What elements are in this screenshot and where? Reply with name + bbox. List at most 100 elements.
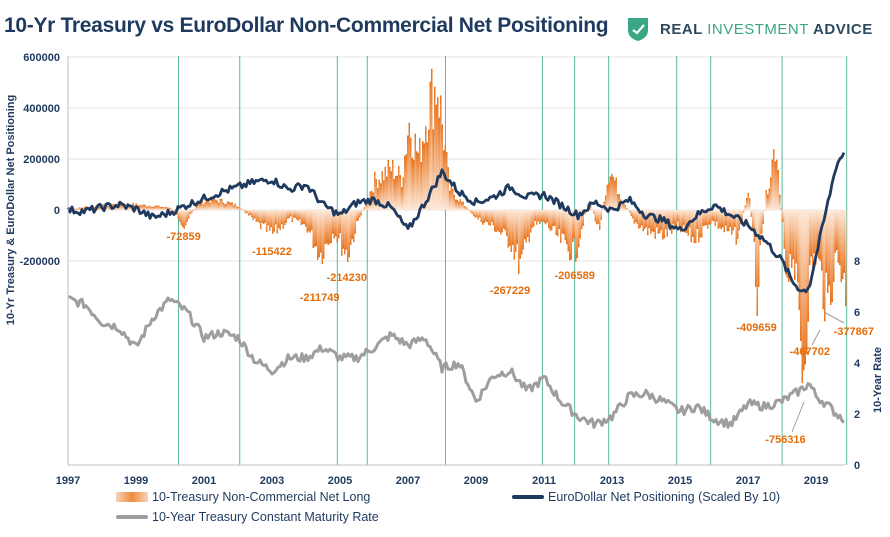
- y-right-tick-label: 2: [854, 409, 860, 421]
- treasury-area-bar: [416, 151, 418, 210]
- treasury-area-bar: [614, 180, 616, 210]
- treasury-area-bar: [500, 210, 502, 235]
- treasury-area-bar: [267, 210, 269, 226]
- treasury-area-bar: [704, 210, 706, 226]
- treasury-area-bar: [678, 210, 680, 228]
- treasury-area-bar: [575, 210, 577, 262]
- rate-line: [67, 295, 845, 429]
- treasury-area-bar: [771, 159, 773, 210]
- treasury-area-bar: [285, 210, 287, 223]
- treasury-area-bar: [579, 210, 581, 239]
- treasury-area-bar: [399, 175, 401, 210]
- treasury-area-bar: [218, 202, 220, 210]
- treasury-area-bar: [764, 210, 766, 211]
- treasury-area-bar: [558, 210, 560, 230]
- treasury-area-bar: [173, 210, 175, 213]
- treasury-area-bar: [239, 207, 241, 210]
- treasury-area-bar: [98, 206, 100, 210]
- treasury-area-bar: [422, 141, 424, 210]
- treasury-area-bar: [774, 161, 776, 210]
- x-tick-label: 2011: [532, 475, 556, 487]
- treasury-area-bar: [519, 210, 521, 259]
- treasury-area-bar: [548, 210, 550, 228]
- treasury-area-bar: [716, 210, 718, 222]
- treasury-area-bar: [179, 210, 181, 222]
- tick-labels: 1997 1999 2001 2003 2005 2007 2009 2011 2013 2015…: [20, 52, 861, 487]
- treasury-area-bar: [812, 210, 814, 272]
- treasury-area-bar: [452, 188, 454, 210]
- treasury-area-bar: [779, 194, 781, 210]
- treasury-area-bar: [266, 210, 268, 232]
- treasury-area-bar: [728, 210, 730, 231]
- treasury-area-bar: [506, 210, 508, 236]
- treasury-area-bar: [440, 95, 442, 210]
- treasury-area-bar: [264, 210, 266, 223]
- treasury-area-bar: [573, 210, 575, 239]
- treasury-area-bar: [597, 210, 599, 224]
- treasury-area-bar: [633, 210, 635, 224]
- treasury-area-bar: [237, 206, 239, 210]
- treasury-area-bar: [185, 210, 187, 226]
- treasury-area-bar: [242, 209, 244, 211]
- treasury-area-bar: [800, 210, 802, 341]
- legend-label-eurodollar: EuroDollar Net Positioning (Scaled By 10…: [548, 490, 781, 504]
- y-right-tick-label: 8: [854, 256, 860, 268]
- treasury-area-bar: [686, 210, 688, 233]
- treasury-area-bar: [146, 206, 148, 210]
- treasury-area-bar: [521, 210, 523, 255]
- treasury-area-bar: [335, 210, 337, 237]
- treasury-area-bar: [711, 210, 713, 221]
- treasury-area-bar: [710, 210, 712, 225]
- treasury-area-bar: [291, 210, 293, 223]
- treasury-area-bar: [485, 210, 487, 222]
- chart-title: 10-Yr Treasury vs EuroDollar Non-Commerc…: [4, 14, 609, 37]
- treasury-area-bar: [194, 209, 196, 210]
- treasury-area-bar: [762, 210, 764, 224]
- treasury-area-bar: [200, 203, 202, 210]
- treasury-area-bar: [726, 210, 728, 232]
- treasury-area-bar: [609, 176, 611, 210]
- y-axis-left-label: 10-Yr Treasury & EuroDollar Net Position…: [5, 95, 17, 325]
- treasury-area-bar: [785, 210, 787, 275]
- treasury-area-bar: [357, 210, 359, 221]
- treasury-area-bar: [621, 201, 623, 210]
- treasury-area-bar: [321, 210, 323, 265]
- treasury-area-bar: [342, 210, 344, 249]
- legend-item-eurodollar: EuroDollar Net Positioning (Scaled By 10…: [512, 490, 780, 504]
- treasury-area-bar: [251, 210, 253, 218]
- annotation-label: -756316: [765, 434, 805, 446]
- treasury-area-bar: [491, 210, 493, 222]
- treasury-area-bar: [408, 122, 410, 210]
- brand-part-2: INVESTMENT: [707, 20, 809, 38]
- treasury-area-bar: [722, 210, 724, 228]
- treasury-area-bar: [128, 204, 130, 210]
- treasury-area-bar: [554, 210, 556, 226]
- y-left-tick-label: 600000: [23, 52, 60, 64]
- treasury-area-bar: [302, 210, 304, 225]
- treasury-area-bar: [776, 159, 778, 210]
- treasury-area-bar: [426, 142, 428, 210]
- treasury-area-bar: [387, 159, 389, 210]
- treasury-area-bar: [719, 210, 721, 228]
- treasury-area-bar: [413, 159, 415, 210]
- treasury-area-bar: [816, 210, 818, 250]
- brand-part-3: ADVICE: [808, 20, 873, 38]
- treasury-area-bar: [569, 210, 571, 261]
- treasury-area-bar: [122, 203, 124, 210]
- treasury-area-bar: [177, 210, 179, 219]
- eurodollar-series-line: [66, 151, 846, 294]
- treasury-area-bar: [653, 210, 655, 233]
- treasury-area-bar: [108, 206, 110, 210]
- treasury-area-bar: [425, 126, 427, 210]
- treasury-area-bar: [435, 104, 437, 210]
- legend-item-rate: 10-Year Treasury Constant Maturity Rate: [116, 510, 379, 524]
- treasury-area-bar: [542, 210, 544, 221]
- annotation-label: -211749: [300, 292, 340, 304]
- treasury-area-bar: [536, 210, 538, 225]
- treasury-area-bar: [305, 210, 307, 227]
- treasury-area-bar: [689, 210, 691, 228]
- treasury-area-bar: [632, 210, 634, 219]
- treasury-area-bar: [476, 210, 478, 218]
- treasury-area-bar: [350, 210, 352, 246]
- treasury-area-bar: [662, 210, 664, 240]
